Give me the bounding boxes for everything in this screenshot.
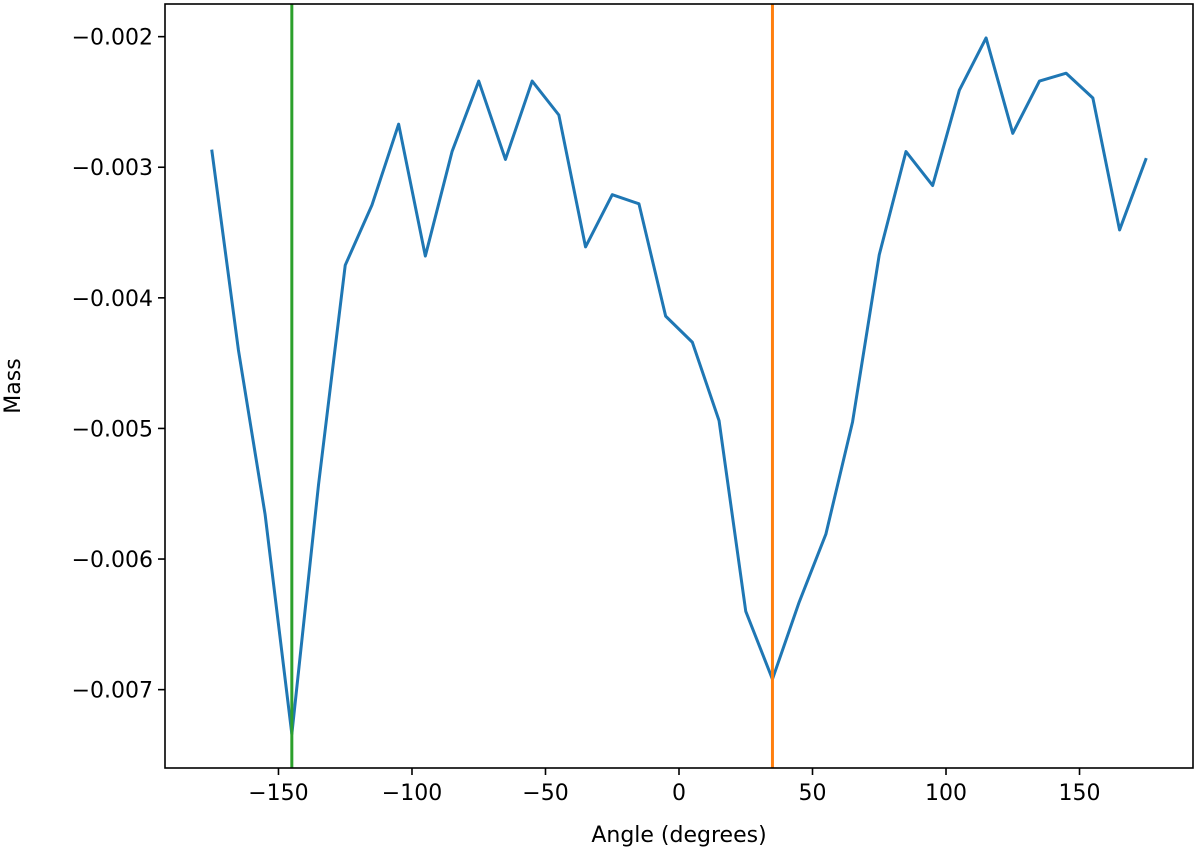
x-tick-label: 100 (925, 781, 967, 806)
y-tick-label: −0.003 (72, 156, 153, 181)
x-tick-label: 50 (799, 781, 827, 806)
y-tick-label: −0.007 (72, 679, 153, 704)
y-tick-label: −0.005 (72, 417, 153, 442)
data-line (210, 36, 1148, 736)
y-tick-label: −0.004 (72, 287, 153, 312)
x-tick-label: −150 (248, 781, 308, 806)
x-tick-label: −50 (522, 781, 568, 806)
y-tick-label: −0.002 (72, 26, 153, 51)
y-tick-label: −0.006 (72, 548, 153, 573)
plot-frame (164, 3, 1194, 769)
y-axis-label: Mass (1, 358, 26, 413)
x-axis-label: Angle (degrees) (591, 823, 766, 848)
x-tick-label: 150 (1059, 781, 1101, 806)
x-tick-label: 0 (672, 781, 686, 806)
x-tick-label: −100 (382, 781, 442, 806)
